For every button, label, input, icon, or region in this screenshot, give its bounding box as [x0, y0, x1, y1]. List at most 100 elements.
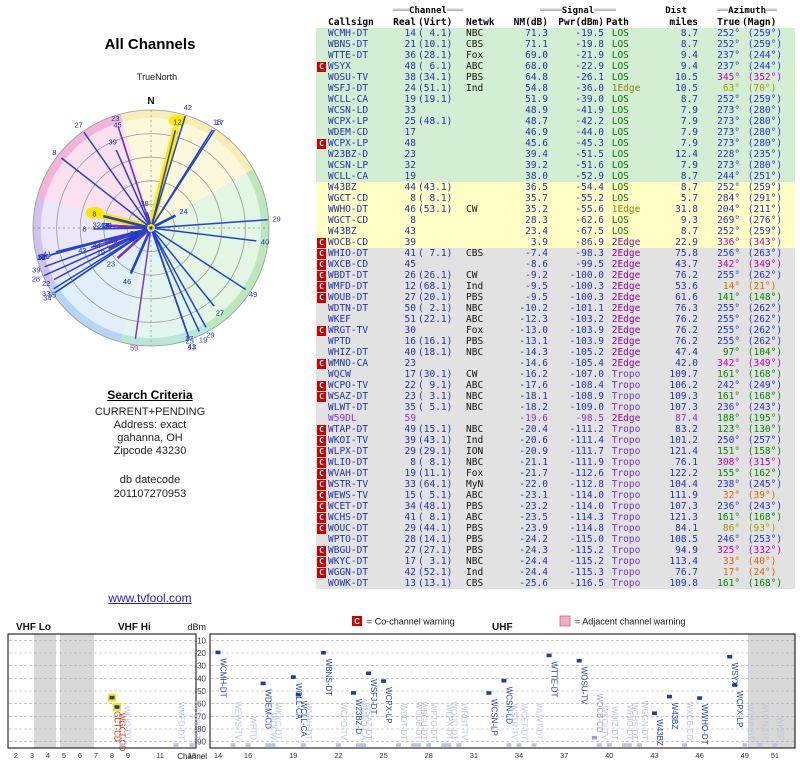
azimuth-magn-cell: (280°) [742, 127, 783, 138]
pwr-cell: -111.7 [569, 446, 604, 457]
radar-spoke-label: 33 [104, 221, 112, 230]
azimuth-magn-cell: (148°) [742, 292, 783, 303]
db-datecode-value: 201107270953 [113, 488, 187, 500]
cochannel-marker-cell: C [316, 248, 327, 259]
real-channel-cell: 36 [404, 50, 416, 61]
miles-cell: 9.4 [680, 61, 699, 72]
cochannel-marker-cell: C [316, 479, 327, 490]
cochannel-marker-cell [316, 182, 327, 193]
table-row: C WOUB-DT 27 (20.1) PBS -9.5 -100.3 2Edge 61.6 1… [316, 292, 796, 303]
real-channel-cell: 19 [404, 171, 416, 182]
miles-cell: 8.7 [680, 94, 699, 105]
radar-spoke-label: 26 [41, 252, 49, 261]
pwr-cell: -22.9 [575, 61, 604, 72]
virtual-channel-cell: (11.1) [418, 468, 453, 479]
azimuth-magn-cell: (158°) [742, 446, 783, 457]
miles-cell: 42.0 [675, 358, 699, 369]
table-row: WCLL-CA 19 38.0 -52.9 LOS 8.7 244° (251°) [316, 171, 796, 182]
cochannel-marker-cell: C [316, 259, 327, 270]
network-cell: PBS [466, 545, 484, 556]
path-cell: Tropo [606, 468, 641, 479]
azimuth-true-cell: 246° [717, 534, 741, 545]
group-header-part: ════ [594, 6, 616, 16]
station-label: WCPO-TV [339, 702, 348, 740]
azimuth-true-cell: 342° [717, 259, 741, 270]
pwr-cell: -19.8 [575, 39, 604, 50]
azimuth-true-cell: 255° [717, 336, 741, 347]
path-cell: LOS [606, 116, 629, 127]
azimuth-magn-cell: (315°) [742, 457, 783, 468]
table-row: C WCHS-DT 41( 8.1) ABC -23.5 -114.3 Tropo 121.… [316, 512, 796, 523]
station-label: WGGN-DT [640, 701, 649, 740]
x-tick-label: 51 [771, 751, 779, 760]
station-label: WEWS-TV [234, 701, 243, 740]
real-channel-cell: 23 [404, 149, 416, 160]
miles-cell: 8.7 [680, 226, 699, 237]
path-cell: 2Edge [606, 281, 641, 292]
miles-cell: 7.9 [680, 138, 699, 149]
azimuth-magn-cell: (244°) [742, 61, 783, 72]
miles-cell: 108.5 [669, 534, 699, 545]
search-criteria-line: CURRENT+PENDING [94, 406, 206, 418]
azimuth-true-cell: 273° [717, 116, 741, 127]
x-tick-label: 7 [94, 751, 98, 760]
callsign-cell: WGGN-DT [328, 567, 369, 578]
cochannel-marker-cell: C [316, 358, 327, 369]
radar-spoke [154, 214, 177, 228]
path-cell: Tropo [606, 424, 641, 435]
tvfool-link[interactable]: www.tvfool.com [108, 591, 192, 605]
callsign-cell: WKOI-TV [328, 435, 369, 446]
virtual-channel-cell: (43.1) [418, 435, 453, 446]
table-row: C WVAH-DT 19 (11.1) Fox -21.7 -112.6 Tropo 122.… [316, 468, 796, 479]
table-row: C WTAP-DT 49 (15.1) NBC -20.4 -111.2 Tropo 83.2… [316, 424, 796, 435]
virtual-channel-cell: ( 8.1) [418, 512, 453, 523]
radar-sector [55, 228, 152, 335]
station-marker [119, 743, 125, 747]
cochannel-marker-cell [316, 413, 327, 424]
miles-cell: 111.9 [669, 490, 699, 501]
radar-spoke-label: 39 [108, 137, 116, 146]
nm-cell: 45.6 [525, 138, 548, 149]
path-cell: Tropo [606, 512, 641, 523]
column-header-Real: Real [391, 17, 417, 28]
pwr-cell: -62.6 [575, 215, 604, 226]
miles-cell: 10.5 [675, 83, 699, 94]
azimuth-true-cell: 255° [717, 270, 741, 281]
nm-cell: -20.6 [519, 435, 548, 446]
cochannel-marker-cell: C [316, 468, 327, 479]
real-channel-cell: 42 [404, 567, 416, 578]
cochannel-marker-cell [316, 171, 327, 182]
cochannel-marker-cell [316, 215, 327, 226]
group-header-part: ══ [717, 6, 729, 16]
table-row: WLWT-DT 35( 5.1) NBC -18.2 -109.0 Tropo 107.3… [316, 402, 796, 413]
callsign-cell: WOWK-DT [328, 578, 369, 589]
real-channel-cell: 28 [404, 534, 416, 545]
table-row: C WXCB-CD 45 -8.6 -99.5 2Edge 43.7 342° (349°) [316, 259, 796, 270]
azimuth-true-cell: 284° [717, 193, 741, 204]
pwr-cell: -55.6 [575, 204, 604, 215]
table-row: C WEWS-TV 15( 5.1) ABC -23.1 -114.0 Tropo 111.… [316, 490, 796, 501]
station-label: WBNS-DT [324, 659, 333, 696]
network-cell: NBC [466, 402, 484, 413]
table-row: C WSYX 48( 6.1) ABC 68.0 -22.9 LOS 9.4 237° (24… [316, 61, 796, 72]
group-header-part: ════ [540, 6, 562, 16]
network-cell: ABC [466, 61, 484, 72]
azimuth-true-cell: 255° [717, 314, 741, 325]
station-label: WVAH-DT [304, 703, 313, 740]
network-cell: NBC [466, 457, 484, 468]
cochannel-marker-cell [316, 72, 327, 83]
miles-cell: 10.5 [675, 72, 699, 83]
azimuth-true-cell: 86° [722, 523, 741, 534]
station-marker [114, 705, 120, 709]
search-criteria-line: Address: exact [113, 419, 187, 431]
virtual-channel-cell: (43.1) [418, 182, 453, 193]
dbm-axis-label: dBm [187, 622, 206, 632]
station-marker [335, 743, 341, 747]
real-channel-cell: 39 [404, 237, 416, 248]
station-marker [361, 743, 366, 747]
table-row: C WCPO-TV 22( 9.1) ABC -17.6 -108.4 Tropo 106.… [316, 380, 796, 391]
azimuth-true-cell: 244° [717, 171, 741, 182]
virtual-channel-cell: (15.1) [418, 424, 453, 435]
azimuth-magn-cell: (332°) [742, 545, 783, 556]
table-row: C WOUC-DT 29 (44.1) PBS -23.9 -114.8 Tropo 84.1… [316, 523, 796, 534]
